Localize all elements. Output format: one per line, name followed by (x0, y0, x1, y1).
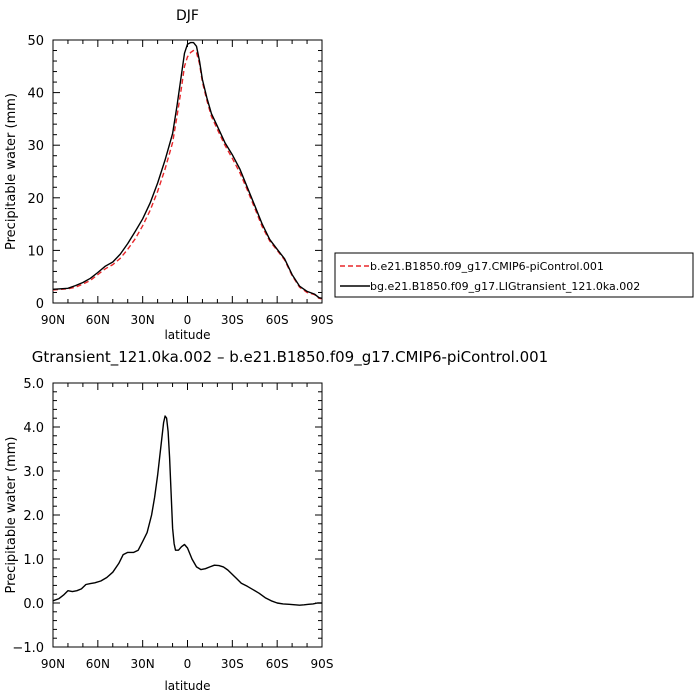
x-tick-label: 90S (311, 657, 334, 671)
x-tick-label: 90N (41, 313, 65, 327)
y-tick-label: 5.0 (23, 377, 44, 392)
x-tick-label: 30S (221, 657, 244, 671)
y-tick-label: 0 (36, 297, 44, 312)
y-tick-label: 40 (27, 87, 44, 102)
plot-frame (52, 382, 323, 648)
x-axis-label: latitude (164, 679, 210, 693)
x-tick-label: 60S (266, 657, 289, 671)
x-tick-label: 0 (184, 313, 192, 327)
x-axis-label: latitude (164, 328, 210, 342)
bottom-panel: 90N 60N 30N 0 30S 60S 90S −1.0 0.0 1.0 2.0 3.0 4.0 5.… (4, 348, 548, 693)
legend: b.e21.B1850.f09_g17.CMIP6-piControl.001b… (334, 252, 694, 298)
x-tick-label: 30N (131, 313, 155, 327)
legend-label-0: b.e21.B1850.f09_g17.CMIP6-piControl.001 (370, 260, 604, 273)
chart-title: DJF (176, 8, 199, 24)
y-tick-label: 10 (27, 244, 44, 259)
series-line-0 (52, 415, 322, 606)
x-tick-label: 90N (41, 657, 65, 671)
x-tick-label: 60N (86, 313, 110, 327)
x-tick-label: 30S (221, 313, 244, 327)
plot-frame (52, 39, 323, 304)
y-tick-label: 0.0 (23, 597, 44, 612)
series-line-0 (52, 49, 323, 300)
y-axis-label: Precipitable water (mm) (4, 93, 19, 250)
top-panel: 90N 60N 30N 0 30S 60S 90S 0 10 20 30 40 50 DJF latitud… (4, 8, 333, 342)
x-tick-label: 30N (131, 657, 155, 671)
y-tick-label: 3.0 (23, 465, 44, 480)
y-tick-label: 20 (27, 192, 44, 207)
chart-title: Gtransient_121.0ka.002 – b.e21.B1850.f09… (32, 348, 548, 367)
x-tick-label: 60N (86, 657, 110, 671)
y-tick-label: 30 (27, 139, 44, 154)
series-line-1 (52, 41, 323, 299)
legend-label-1: bg.e21.B1850.f09_g17.LIGtransient_121.0k… (370, 280, 640, 293)
x-tick-label: 60S (266, 313, 289, 327)
legend-box (334, 252, 694, 298)
y-axis-label: Precipitable water (mm) (4, 437, 19, 594)
y-tick-label: 2.0 (23, 509, 44, 524)
y-tick-label: −1.0 (12, 641, 44, 656)
x-tick-label: 0 (184, 657, 192, 671)
x-tick-label: 90S (311, 313, 334, 327)
y-tick-label: 1.0 (23, 553, 44, 568)
y-tick-label: 4.0 (23, 421, 44, 436)
y-tick-label: 50 (27, 34, 44, 49)
